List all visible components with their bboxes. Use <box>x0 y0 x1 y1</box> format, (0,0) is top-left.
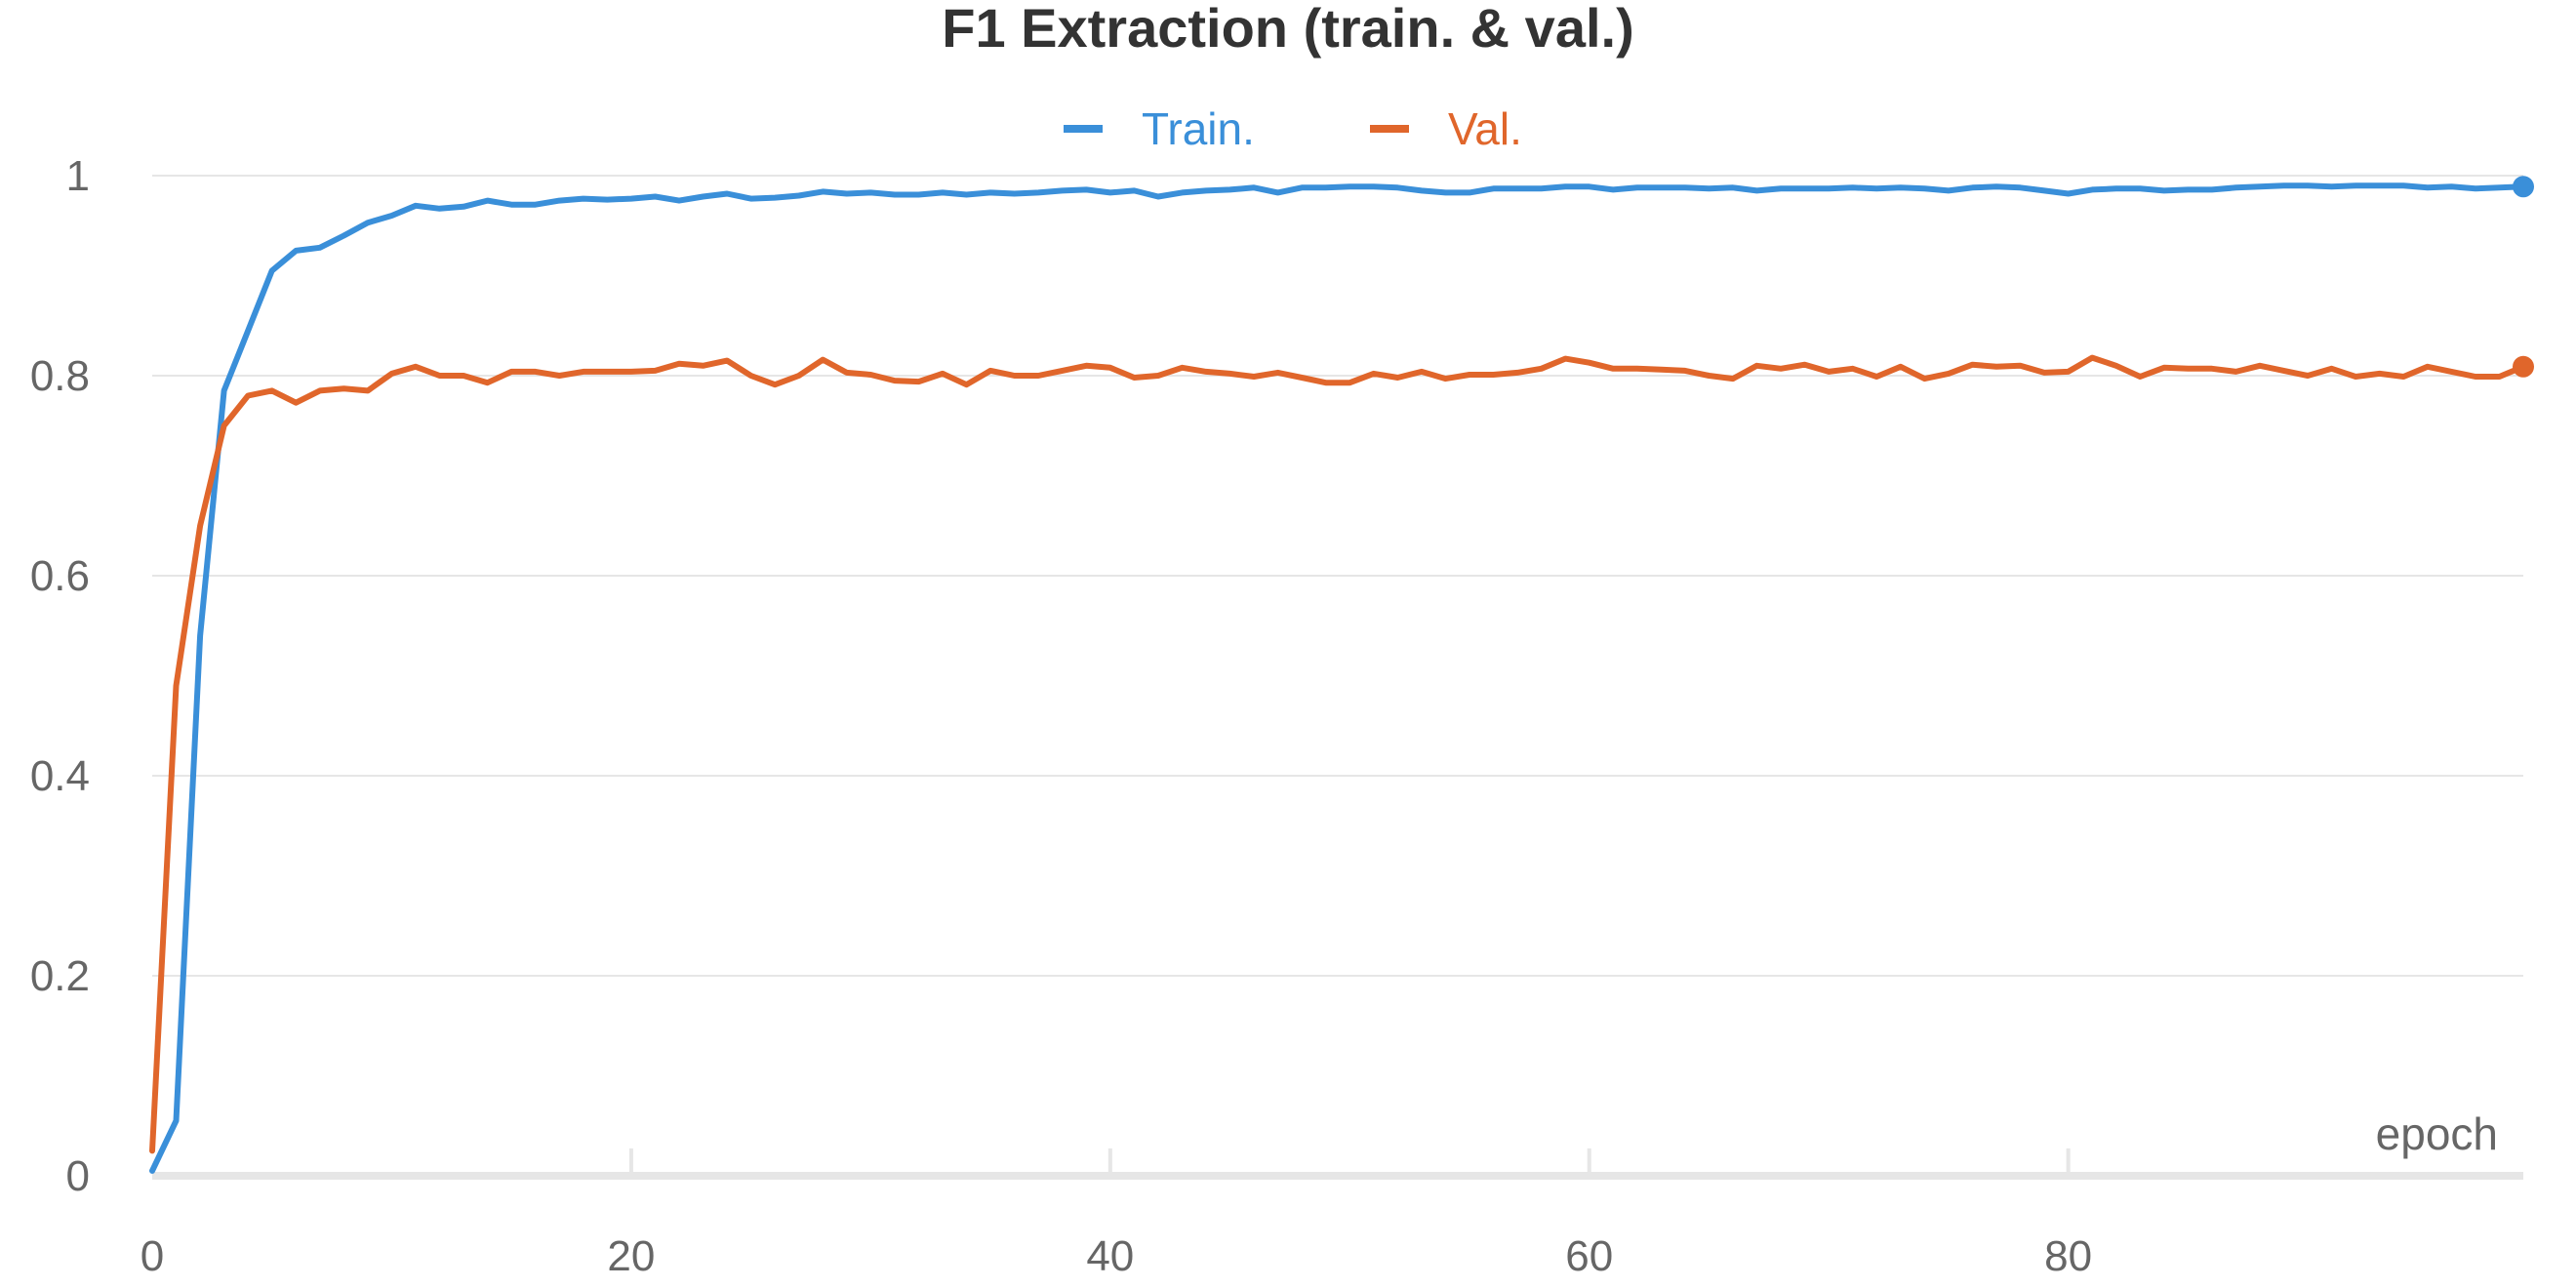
y-tick-label: 0.8 <box>30 352 90 400</box>
y-tick-label: 1 <box>66 152 90 200</box>
x-tick-label: 40 <box>1086 1232 1134 1280</box>
legend-label-train: Train. <box>1142 103 1255 154</box>
y-axis: 0 0.2 0.4 0.6 0.8 1 <box>30 152 90 1200</box>
x-tick-label: 60 <box>1565 1232 1613 1280</box>
plot-area <box>149 176 2534 1174</box>
legend-label-val: Val. <box>1448 103 1522 154</box>
y-tick-label: 0.2 <box>30 952 90 1000</box>
series-end-marker-train <box>2513 176 2534 198</box>
series-line-train <box>149 182 2526 1174</box>
x-axis-label: epoch <box>2376 1108 2498 1159</box>
chart-title: F1 Extraction (train. & val.) <box>942 0 1634 59</box>
x-axis: 0 20 40 60 80 <box>141 1148 2523 1280</box>
y-tick-label: 0.6 <box>30 552 90 600</box>
y-tick-label: 0.4 <box>30 752 90 800</box>
x-tick-label: 80 <box>2044 1232 2092 1280</box>
series-end-marker-val <box>2513 355 2534 378</box>
y-tick-label: 0 <box>66 1152 90 1200</box>
y-grid <box>152 175 2523 977</box>
x-tick-label: 0 <box>141 1232 164 1280</box>
legend: Train. Val. <box>1064 103 1522 154</box>
series-line-val <box>149 354 2526 1154</box>
x-tick-label: 20 <box>607 1232 655 1280</box>
